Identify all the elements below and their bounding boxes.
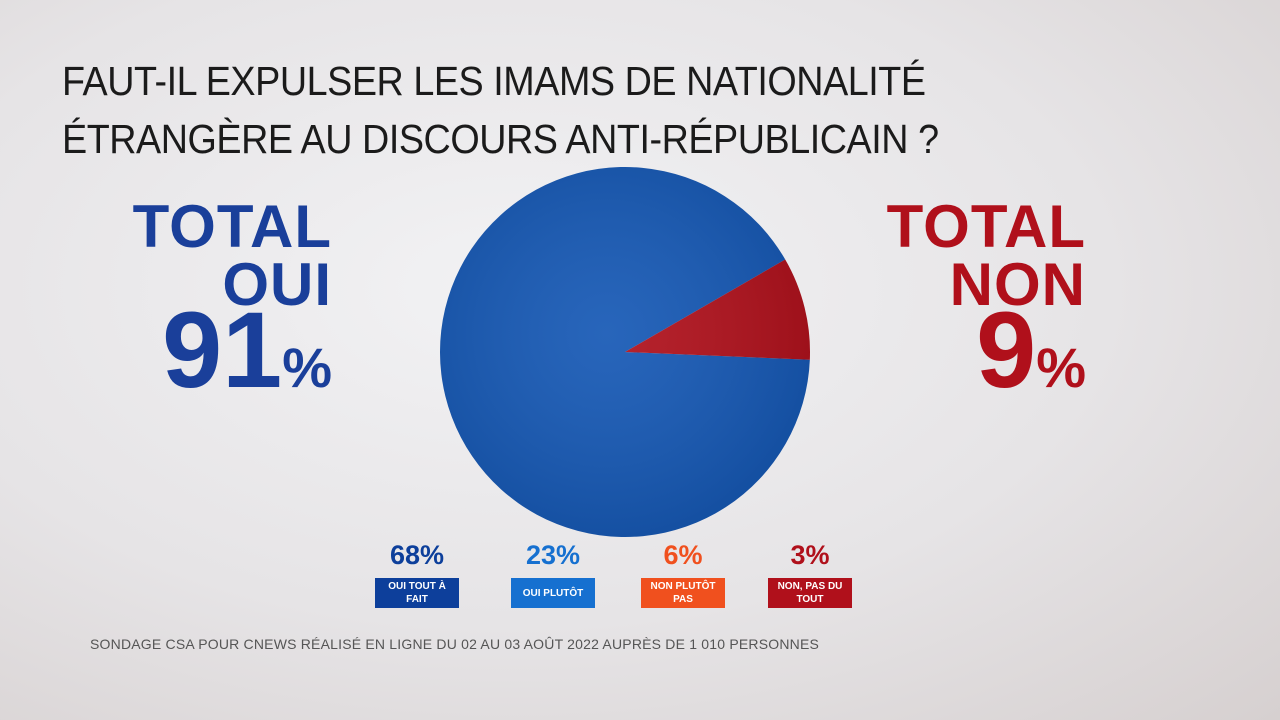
breakdown-label: OUI PLUTÔT	[511, 578, 595, 608]
slice-label: TOTAL NON	[886, 193, 1086, 318]
breakdown-value: 23%	[525, 540, 581, 570]
breakdown-label: NON, PAS DU TOUT	[768, 578, 852, 608]
chart-title: FAUT-IL EXPULSER LES IMAMS DE NATIONALIT…	[62, 58, 939, 162]
source-note: SONDAGE CSA POUR CNEWS RÉALISÉ EN LIGNE …	[90, 636, 820, 652]
breakdown-label: OUI TOUT À FAIT	[375, 578, 459, 608]
slice-value-label: 9%	[976, 289, 1086, 410]
breakdown-value: 68%	[389, 540, 445, 570]
breakdown-value: 6%	[663, 540, 703, 570]
slice-label: TOTAL OUI	[132, 193, 332, 318]
breakdown-label: NON PLUTÔT PAS	[641, 578, 725, 608]
breakdown-value: 3%	[790, 540, 830, 570]
slice-value-label: 91%	[162, 289, 332, 410]
